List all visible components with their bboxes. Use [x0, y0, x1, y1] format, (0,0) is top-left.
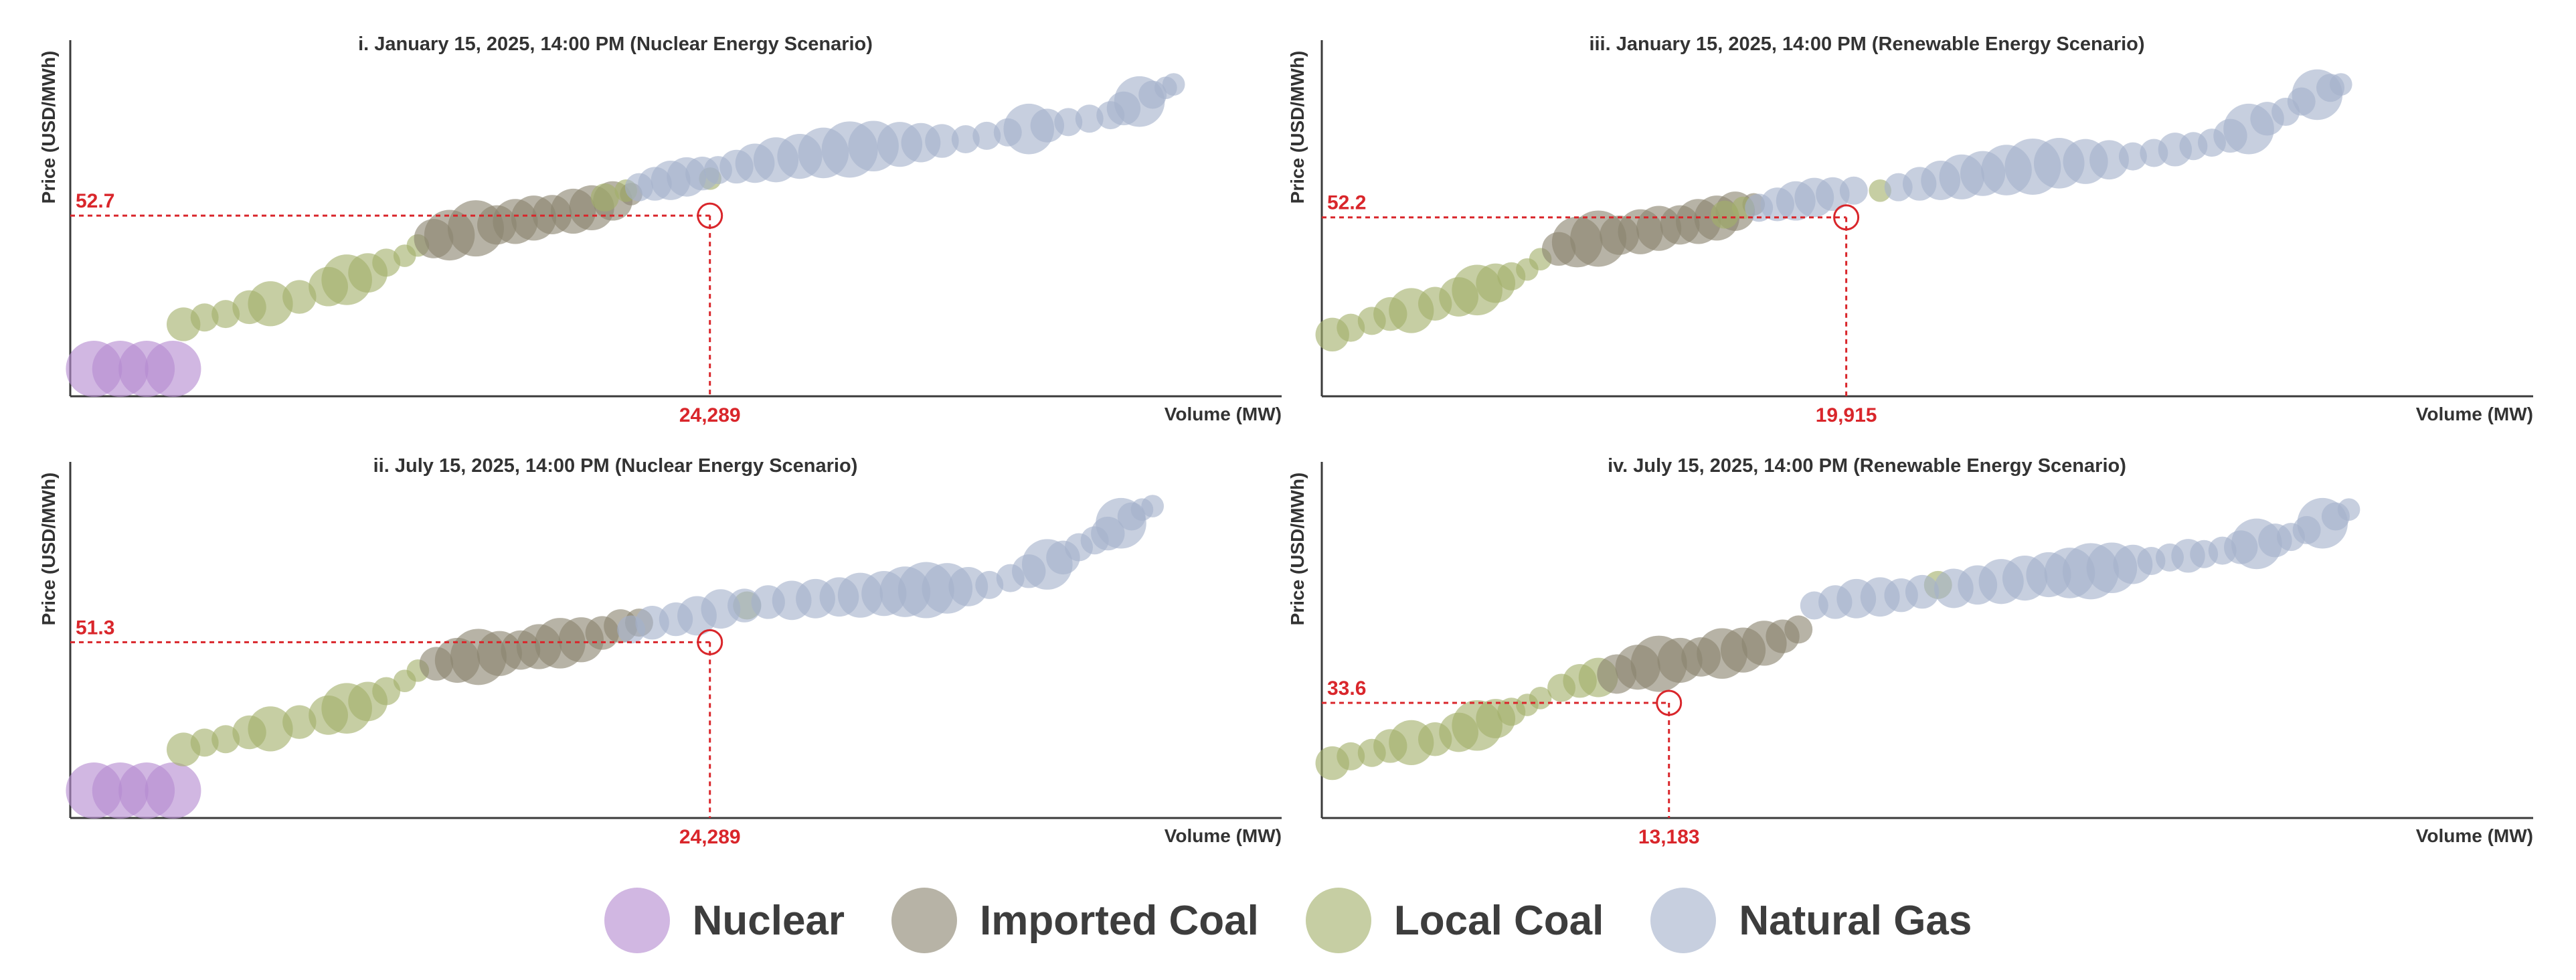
legend-item-nuclear: Nuclear: [604, 888, 845, 953]
bubble-natural-gas: [2089, 140, 2129, 180]
bubble-natural-gas: [972, 121, 1001, 150]
chart-panel-3: iii. January 15, 2025, 14:00 PM (Renewab…: [1287, 33, 2533, 426]
legend: Nuclear Imported Coal Local Coal Natural…: [0, 870, 2576, 971]
clearing-price-label: 51.3: [76, 617, 114, 639]
bubble-natural-gas: [1054, 108, 1083, 137]
clearing-volume-label: 19,915: [1816, 404, 1877, 426]
clearing-price-label: 33.6: [1327, 677, 1366, 700]
legend-swatch-natural-gas: [1650, 888, 1717, 953]
y-axis-label: Price (USD/MWh): [38, 51, 59, 204]
bubble-natural-gas: [2337, 498, 2360, 521]
chart-panel-1: i. January 15, 2025, 14:00 PM (Nuclear E…: [38, 33, 1282, 426]
y-axis-label: Price (USD/MWh): [38, 473, 59, 626]
legend-label-imported-coal: Imported Coal: [980, 897, 1259, 944]
bubble-natural-gas: [951, 125, 980, 153]
bubble-natural-gas: [1839, 176, 1868, 205]
chart-title: i. January 15, 2025, 14:00 PM (Nuclear E…: [358, 33, 873, 55]
legend-item-local-coal: Local Coal: [1305, 888, 1604, 953]
chart-title: iii. January 15, 2025, 14:00 PM (Renewab…: [1589, 33, 2144, 55]
bubble-natural-gas: [1141, 495, 1164, 517]
bubble-local-coal: [1711, 200, 1739, 229]
bubble-imported-coal: [1784, 615, 1813, 644]
bubble-local-coal: [248, 706, 293, 752]
bubble-local-coal: [248, 281, 293, 327]
legend-swatch-local-coal: [1305, 888, 1371, 953]
legend-item-natural-gas: Natural Gas: [1650, 888, 1972, 953]
bubble-natural-gas: [1162, 73, 1185, 96]
clearing-price-label: 52.7: [76, 190, 114, 212]
x-axis-label: Volume (MW): [1165, 404, 1282, 424]
bubble-nuclear: [145, 762, 201, 819]
bubble-local-coal: [190, 728, 219, 757]
y-axis-label: Price (USD/MWh): [1287, 51, 1308, 204]
bubble-local-coal: [1337, 742, 1365, 770]
bubble-local-coal: [372, 248, 401, 277]
legend-label-nuclear: Nuclear: [692, 897, 845, 944]
bubble-natural-gas: [2118, 142, 2147, 171]
chart-title: iv. July 15, 2025, 14:00 PM (Renewable E…: [1608, 455, 2126, 477]
legend-swatch-nuclear: [604, 888, 670, 953]
x-axis-label: Volume (MW): [2416, 404, 2533, 424]
bubble-local-coal: [282, 280, 317, 314]
x-axis-label: Volume (MW): [1165, 825, 1282, 846]
chart-panel-4: iv. July 15, 2025, 14:00 PM (Renewable E…: [1287, 455, 2533, 848]
bubble-local-coal: [282, 705, 317, 739]
bubble-local-coal: [590, 183, 619, 212]
bubble-local-coal: [190, 303, 219, 332]
bubble-nuclear: [145, 341, 201, 398]
clearing-point-marker: [697, 629, 723, 655]
legend-label-natural-gas: Natural Gas: [1739, 897, 1972, 944]
legend-swatch-imported-coal: [891, 888, 958, 953]
x-axis-label: Volume (MW): [2416, 825, 2533, 846]
clearing-point-marker: [1833, 204, 1860, 231]
clearing-point-marker: [1656, 689, 1683, 716]
chart-panel-2: ii. July 15, 2025, 14:00 PM (Nuclear Ene…: [38, 455, 1282, 848]
clearing-volume-label: 13,183: [1638, 826, 1700, 848]
clearing-point-marker: [697, 202, 723, 229]
y-axis-label: Price (USD/MWh): [1287, 473, 1308, 626]
clearing-volume-label: 24,289: [679, 826, 741, 848]
chart-title: ii. July 15, 2025, 14:00 PM (Nuclear Ene…: [373, 455, 858, 477]
bubble-natural-gas: [2329, 73, 2352, 96]
legend-label-local-coal: Local Coal: [1393, 897, 1604, 944]
bubble-local-coal: [372, 677, 401, 706]
clearing-price-label: 52.2: [1327, 192, 1366, 214]
legend-item-imported-coal: Imported Coal: [891, 888, 1259, 953]
clearing-volume-label: 24,289: [679, 404, 741, 426]
bubble-natural-gas: [925, 124, 959, 158]
bubble-natural-gas: [1905, 574, 1940, 609]
bubble-natural-gas: [1075, 104, 1104, 133]
